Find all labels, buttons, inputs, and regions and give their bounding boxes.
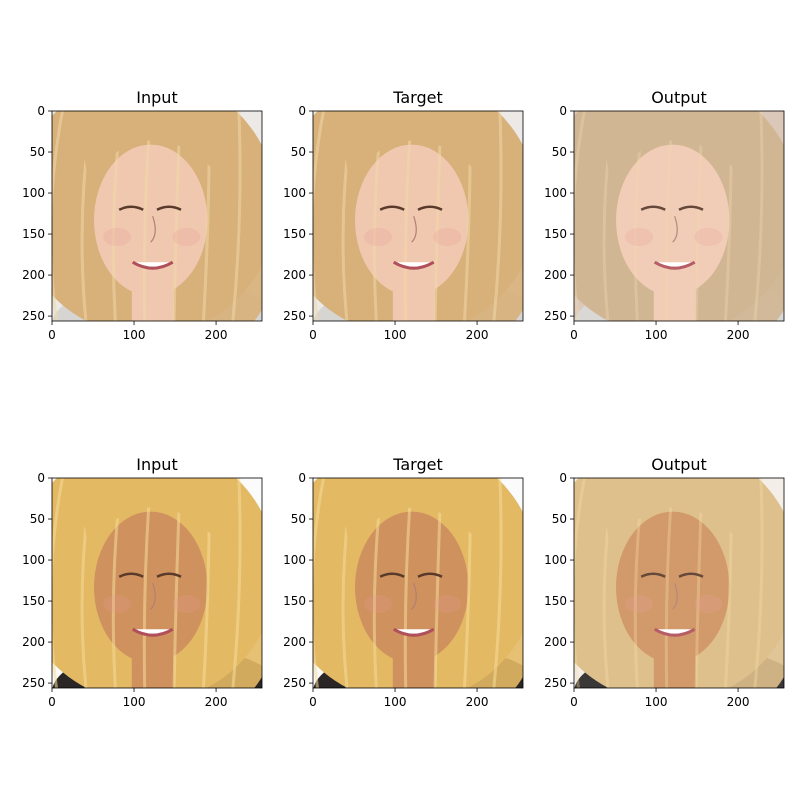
y-tick-label: 150 bbox=[22, 594, 45, 608]
y-tick-label: 250 bbox=[544, 309, 567, 323]
y-tick-label: 50 bbox=[291, 145, 306, 159]
y-tick-label: 150 bbox=[544, 594, 567, 608]
panel-output: Output 0 100 200 0 50 100 150 200 250 bbox=[544, 88, 785, 342]
y-tick-label: 150 bbox=[544, 227, 567, 241]
y-tick-label: 250 bbox=[22, 676, 45, 690]
panel-target: Target 0 100 200 0 50 100 150 200 250 bbox=[283, 88, 524, 342]
x-tick-label: 200 bbox=[205, 328, 228, 342]
x-tick-label: 100 bbox=[645, 328, 668, 342]
y-tick-label: 0 bbox=[559, 104, 567, 118]
y-tick-label: 50 bbox=[552, 145, 567, 159]
axes-frame bbox=[51, 110, 263, 322]
axes-frame bbox=[51, 477, 263, 689]
panel-output: Output 0 100 200 0 50 100 150 200 250 bbox=[544, 455, 785, 709]
y-tick-label: 50 bbox=[30, 145, 45, 159]
y-tick-label: 0 bbox=[298, 471, 306, 485]
photo-image bbox=[313, 111, 523, 321]
y-tick-label: 50 bbox=[552, 512, 567, 526]
x-tick-label: 0 bbox=[570, 695, 578, 709]
axes-frame bbox=[312, 110, 524, 322]
x-tick-label: 100 bbox=[384, 695, 407, 709]
y-tick-label: 200 bbox=[22, 635, 45, 649]
x-tick-label: 100 bbox=[123, 695, 146, 709]
y-tick-label: 100 bbox=[22, 553, 45, 567]
x-tick-label: 100 bbox=[123, 328, 146, 342]
photo-image bbox=[52, 478, 262, 688]
y-tick-label: 200 bbox=[283, 268, 306, 282]
x-tick-label: 200 bbox=[727, 695, 750, 709]
y-tick-label: 200 bbox=[544, 635, 567, 649]
x-tick-label: 100 bbox=[384, 328, 407, 342]
y-tick-label: 250 bbox=[544, 676, 567, 690]
x-tick-label: 0 bbox=[309, 695, 317, 709]
axes-frame bbox=[573, 110, 785, 322]
x-tick-label: 200 bbox=[466, 695, 489, 709]
photo-image bbox=[574, 478, 784, 688]
photo-image bbox=[574, 111, 784, 321]
y-tick-label: 100 bbox=[544, 186, 567, 200]
photo-image bbox=[313, 478, 523, 688]
panel-title: Output bbox=[651, 88, 707, 107]
y-tick-label: 0 bbox=[37, 471, 45, 485]
y-tick-label: 0 bbox=[298, 104, 306, 118]
y-tick-label: 200 bbox=[283, 635, 306, 649]
y-tick-label: 100 bbox=[22, 186, 45, 200]
x-tick-label: 200 bbox=[727, 328, 750, 342]
panel-input: Input 0 100 200 0 50 100 150 200 250 bbox=[22, 455, 263, 709]
y-tick-label: 0 bbox=[559, 471, 567, 485]
photo-image bbox=[52, 111, 262, 321]
x-tick-label: 0 bbox=[570, 328, 578, 342]
y-tick-label: 0 bbox=[37, 104, 45, 118]
axes-frame bbox=[573, 477, 785, 689]
panel-title: Target bbox=[392, 88, 443, 107]
y-tick-label: 100 bbox=[283, 186, 306, 200]
y-tick-label: 50 bbox=[30, 512, 45, 526]
axes-frame bbox=[312, 477, 524, 689]
y-tick-label: 150 bbox=[283, 594, 306, 608]
x-tick-label: 200 bbox=[466, 328, 489, 342]
y-tick-label: 250 bbox=[283, 309, 306, 323]
y-tick-label: 250 bbox=[22, 309, 45, 323]
y-tick-label: 50 bbox=[291, 512, 306, 526]
x-tick-label: 200 bbox=[205, 695, 228, 709]
x-tick-label: 0 bbox=[48, 328, 56, 342]
panel-title: Input bbox=[136, 455, 177, 474]
panel-title: Target bbox=[392, 455, 443, 474]
panel-target: Target 0 100 200 0 50 100 150 200 250 bbox=[283, 455, 524, 709]
y-tick-label: 100 bbox=[283, 553, 306, 567]
y-tick-label: 200 bbox=[22, 268, 45, 282]
y-tick-label: 150 bbox=[22, 227, 45, 241]
panel-input: Input 0 100 200 0 50 100 150 200 250 bbox=[22, 88, 263, 342]
y-tick-label: 150 bbox=[283, 227, 306, 241]
panel-title: Input bbox=[136, 88, 177, 107]
y-tick-label: 250 bbox=[283, 676, 306, 690]
x-tick-label: 0 bbox=[309, 328, 317, 342]
x-tick-label: 0 bbox=[48, 695, 56, 709]
x-tick-label: 100 bbox=[645, 695, 668, 709]
y-tick-label: 100 bbox=[544, 553, 567, 567]
panel-title: Output bbox=[651, 455, 707, 474]
y-tick-label: 200 bbox=[544, 268, 567, 282]
